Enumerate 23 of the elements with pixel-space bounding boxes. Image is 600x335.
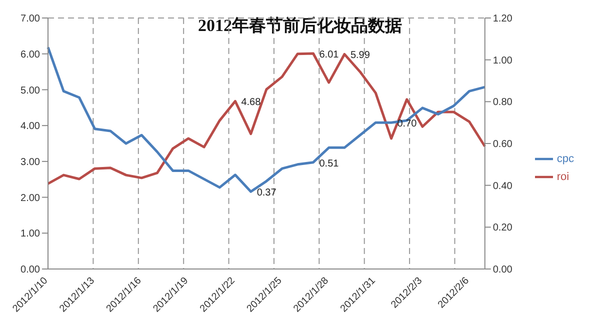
y-tick-label: 1.00	[20, 228, 40, 240]
y-tick-label: 5.00	[20, 85, 40, 96]
y-tick-label: 0.00	[20, 264, 40, 276]
data-label: 6.01	[319, 50, 340, 60]
data-label: 5.99	[350, 50, 370, 62]
y2-tick-label: 0.40	[492, 180, 513, 192]
y-tick-label: 2.00	[20, 192, 40, 204]
y-tick-label: 6.00	[20, 49, 40, 60]
legend-label: cpc	[556, 152, 574, 164]
y2-tick-label: 0.20	[492, 222, 513, 234]
y-tick-label: 4.00	[20, 121, 40, 132]
data-label: 4.68	[241, 97, 262, 108]
y2-tick-label: 1.20	[492, 14, 513, 25]
data-label: 0.70	[397, 118, 418, 130]
y2-tick-label: 0.80	[492, 97, 513, 108]
y2-tick-label: 1.00	[492, 55, 513, 66]
data-label: 0.51	[319, 158, 340, 170]
legend-label: roi	[556, 170, 570, 182]
y2-tick-label: 0.60	[492, 139, 513, 150]
y-tick-label: 3.00	[20, 156, 40, 168]
data-label: 0.37	[256, 188, 277, 199]
y-tick-label: 7.00	[20, 14, 40, 25]
y2-tick-label: 0.00	[492, 264, 513, 276]
